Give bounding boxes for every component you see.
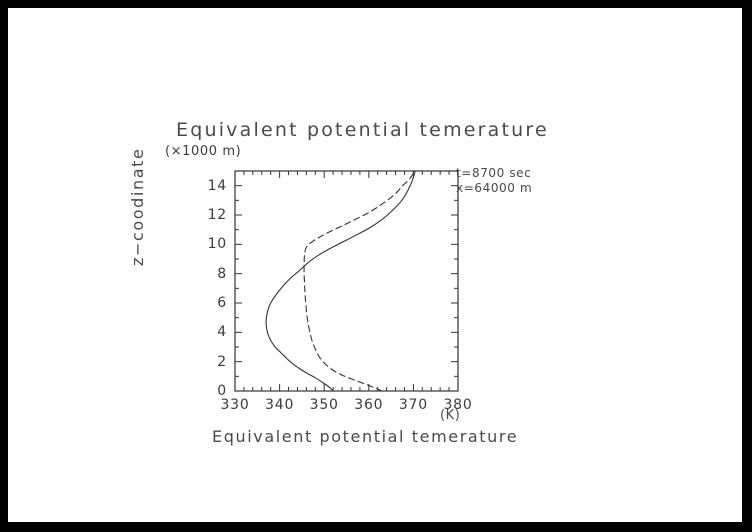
x-axis-label: Equivalent potential temerature — [212, 427, 519, 446]
solid-profile — [265, 170, 416, 392]
y-tick-label: 4 — [217, 324, 227, 341]
y-tick-label: 14 — [207, 177, 227, 194]
axes-frame — [234, 170, 459, 392]
annotation-time: t=8700 sec — [456, 166, 532, 180]
y-tick-label: 12 — [207, 207, 227, 223]
x-tick-label: 380 — [443, 397, 473, 413]
x-tick-label: 330 — [220, 397, 250, 413]
x-tick-label: 360 — [354, 397, 384, 413]
dashed-profile — [303, 170, 416, 392]
y-tick-label: 0 — [217, 383, 227, 399]
plot-figure: Equivalent potential temerature (×1000 m… — [8, 8, 742, 522]
plot-canvas — [234, 170, 459, 392]
x-tick-label: 370 — [398, 397, 428, 413]
data-curves — [265, 170, 416, 392]
x-axis-unit-label: (K) — [440, 408, 461, 423]
y-axis-unit-label: (×1000 m) — [165, 144, 242, 159]
chart-title: Equivalent potential temerature — [176, 119, 549, 141]
figure-page: Equivalent potential temerature (×1000 m… — [8, 8, 742, 522]
y-tick-label: 8 — [217, 265, 227, 282]
x-tick-label: 340 — [265, 397, 295, 413]
y-tick-label: 2 — [217, 353, 227, 370]
y-tick-label: 6 — [217, 295, 227, 311]
annotation-position: x=64000 m — [456, 181, 533, 195]
x-tick-label: 350 — [309, 397, 339, 413]
y-tick-label: 10 — [207, 236, 227, 253]
